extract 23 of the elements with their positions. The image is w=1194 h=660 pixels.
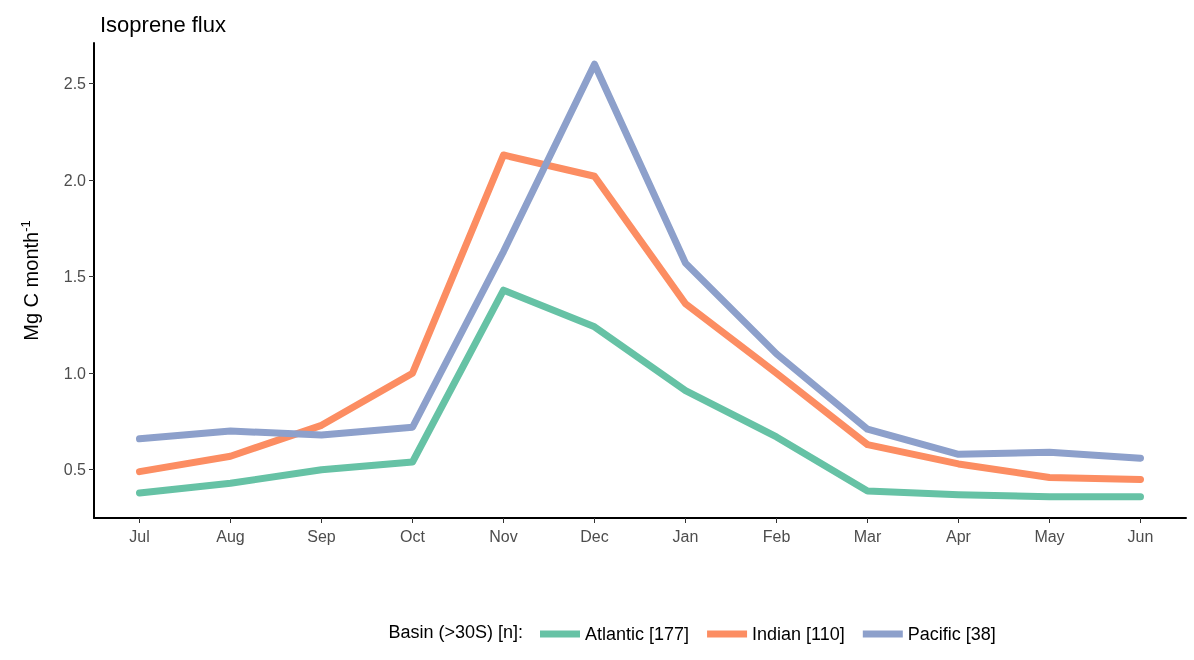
y-tick-label: 2.0 [63,171,87,189]
y-tick-label: 1.5 [63,268,87,286]
x-tick-label: Dec [580,527,609,545]
x-tick-label: Apr [946,527,972,545]
legend-title: Basin (>30S) [n]: [388,622,524,642]
x-tick-label: Sep [307,527,336,545]
x-tick-label: Mar [853,527,882,545]
legend-label: Pacific [38] [907,624,996,644]
y-tick-label: 1.0 [63,364,87,382]
y-tick-label: 0.5 [63,461,87,479]
legend-label: Atlantic [177] [585,624,690,644]
x-tick-label: Oct [400,527,426,545]
x-tick-label: Nov [489,527,518,545]
x-tick-label: Aug [216,527,245,545]
chart-title: Isoprene flux [100,11,226,37]
x-tick-label: Feb [762,527,791,545]
x-tick-label: Jan [672,527,699,545]
x-tick-label: Jul [129,527,150,545]
legend-label: Indian [110] [752,624,845,644]
x-tick-label: Jun [1127,527,1154,545]
y-axis-title: Mg C month-1 [18,220,42,341]
y-tick-label: 2.5 [63,75,87,93]
x-tick-label: May [1034,527,1065,545]
